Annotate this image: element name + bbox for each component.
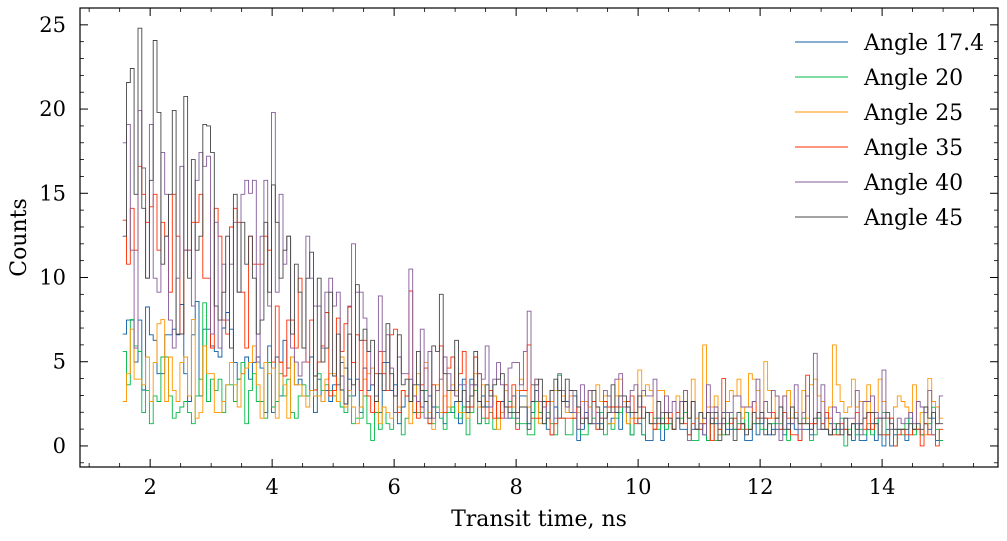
- x-tick-label: 8: [509, 475, 522, 499]
- legend-label: Angle 45: [863, 206, 963, 231]
- series-step-line-4: [122, 165, 944, 447]
- y-tick-label: 0: [53, 434, 66, 458]
- legend-label: Angle 35: [863, 136, 963, 161]
- legend: Angle 17.4 Angle 20 Angle 25 Angle 35 Angle …: [795, 31, 984, 231]
- legend-label: Angle 40: [863, 171, 963, 196]
- series-step-line-5: [122, 109, 944, 441]
- series-step-line-6: [122, 27, 944, 441]
- series-layer: [122, 27, 944, 447]
- ticks-layer: 2 4 6 8 10 12 14 0 5 10 15 20 25: [39, 7, 998, 499]
- y-tick-label: 15: [39, 181, 66, 205]
- y-tick-label: 20: [39, 97, 66, 121]
- x-tick-label: 4: [265, 475, 278, 499]
- x-axis-title: Transit time, ns: [451, 507, 627, 532]
- x-tick-label: 6: [387, 475, 400, 499]
- legend-label: Angle 17.4: [863, 31, 984, 56]
- y-tick-label: 10: [39, 266, 66, 290]
- y-axis-title: Counts: [7, 198, 32, 277]
- x-tick-label: 14: [869, 475, 896, 499]
- x-tick-label: 10: [625, 475, 652, 499]
- y-tick-label: 5: [53, 350, 66, 374]
- plot-frame: [79, 7, 999, 468]
- series-step-line-3: [122, 319, 944, 436]
- series-step-line-2: [122, 302, 944, 447]
- x-tick-label: 12: [747, 475, 774, 499]
- x-tick-label: 2: [143, 475, 156, 499]
- y-tick-label: 25: [39, 13, 66, 37]
- legend-label: Angle 20: [863, 66, 963, 91]
- series-step-line-1: [122, 300, 944, 447]
- legend-label: Angle 25: [863, 101, 963, 126]
